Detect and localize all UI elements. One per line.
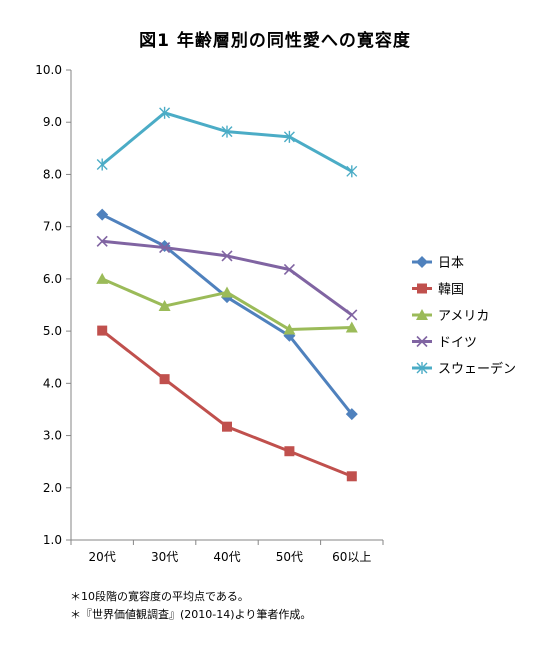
data-point-4 [346,309,358,321]
chart-title: 図1 年齢層別の同性愛への寛容度 [139,31,411,51]
legend-marker-4 [416,335,428,348]
data-point-4 [221,250,233,262]
x-tick-label: 30代 [151,550,178,564]
series-line-5 [101,111,353,173]
legend-marker-3 [416,309,428,320]
data-point-3 [221,286,233,298]
data-point-3 [158,300,171,312]
x-tick-label: 20代 [89,550,116,564]
legend-label-4: ドイツ [438,336,477,351]
data-point-2 [159,374,170,385]
y-tick-label: 5.0 [43,324,62,338]
data-point-5 [346,165,358,178]
data-point-2 [222,421,232,432]
y-tick-label: 7.0 [43,220,62,234]
series-line-4 [102,239,353,317]
data-point-2 [97,325,108,336]
y-tick-label: 1.0 [43,533,62,547]
data-point-2 [346,471,357,482]
data-point-2 [284,446,295,457]
data-point-4 [283,263,295,276]
data-point-3 [96,272,109,284]
legend-label-5: スウェーデン [438,361,516,377]
legend-marker-1 [416,256,428,268]
data-point-5 [159,106,171,119]
y-tick-label: 10.0 [35,63,62,77]
x-tick-label: 40代 [213,550,240,564]
legend-marker-5 [416,362,428,374]
data-point-4-stroke [221,250,233,262]
data-point-1 [96,208,109,221]
data-point-4 [159,241,171,254]
y-tick-label: 8.0 [43,167,62,181]
data-point-3 [283,323,296,335]
y-tick-label: 3.0 [43,429,62,443]
data-point-4-stroke [96,235,108,247]
data-point-5 [96,158,108,171]
x-tick-label: 60以上 [332,550,371,564]
data-point-4-stroke [283,263,295,276]
footnote-1: ＊10段階の寛容度の平均点である。 [70,590,249,603]
y-tick-label: 2.0 [43,481,62,495]
data-point-5 [283,130,295,143]
x-tick-label: 50代 [276,550,303,564]
y-tick-label: 6.0 [43,272,62,286]
y-tick-label: 4.0 [43,376,62,390]
series-line-2 [101,329,353,478]
footnote-2: ＊『世界価値観調査』(2010-14)より筆者作成。 [70,608,312,621]
y-tick-label: 9.0 [43,115,62,129]
data-point-4 [96,235,108,247]
data-point-4-stroke [159,241,171,254]
legend-label-2: 韓国 [438,283,464,298]
legend-label-1: 日本 [438,256,464,271]
legend-marker-2 [417,283,427,294]
legend-label-3: アメリカ [438,309,489,324]
data-point-1 [345,408,358,421]
legend-marker-4-stroke [416,335,428,348]
data-point-4-stroke [346,309,358,321]
data-point-5 [221,125,233,138]
data-point-3 [345,321,358,333]
